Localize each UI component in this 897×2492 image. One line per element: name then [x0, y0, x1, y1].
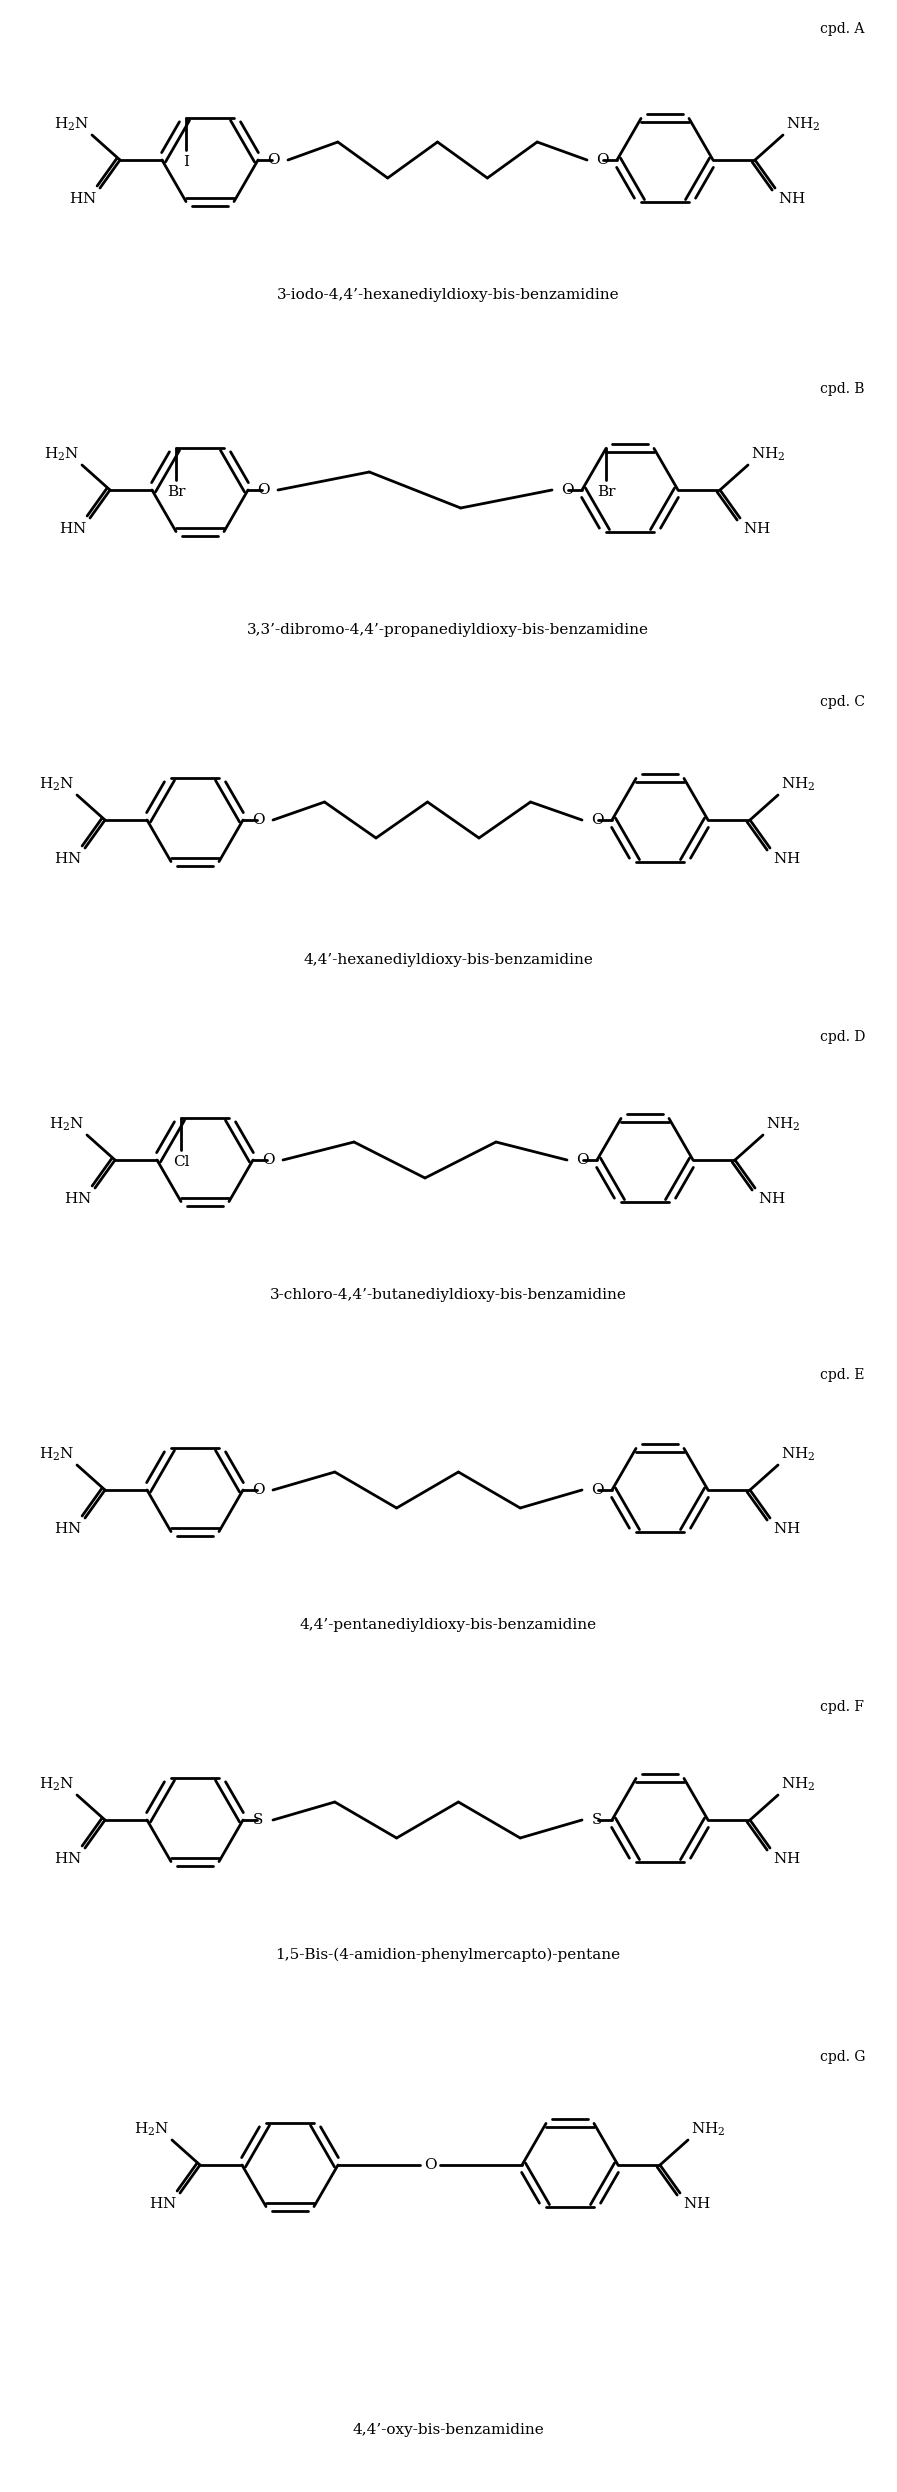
- Text: cpd. C: cpd. C: [820, 695, 865, 710]
- Text: 1,5-Bis-(4-amidion-phenylmercapto)-pentane: 1,5-Bis-(4-amidion-phenylmercapto)-penta…: [275, 1949, 621, 1961]
- Text: O: O: [596, 152, 608, 167]
- Text: $\mathregular{HN}$: $\mathregular{HN}$: [69, 192, 97, 207]
- Text: $\mathregular{H_2N}$: $\mathregular{H_2N}$: [39, 775, 74, 792]
- Text: 4,4’-pentanediyldioxy-bis-benzamidine: 4,4’-pentanediyldioxy-bis-benzamidine: [300, 1617, 597, 1632]
- Text: $\mathregular{NH}$: $\mathregular{NH}$: [773, 1520, 801, 1535]
- Text: $\mathregular{NH_2}$: $\mathregular{NH_2}$: [691, 2121, 726, 2138]
- Text: $\mathregular{H_2N}$: $\mathregular{H_2N}$: [39, 1445, 74, 1463]
- Text: I: I: [183, 155, 189, 169]
- Text: cpd. G: cpd. G: [820, 2051, 866, 2063]
- Text: $\mathregular{HN}$: $\mathregular{HN}$: [54, 1852, 82, 1867]
- Text: 4,4’-hexanediyldioxy-bis-benzamidine: 4,4’-hexanediyldioxy-bis-benzamidine: [303, 952, 593, 967]
- Text: $\mathregular{NH_2}$: $\mathregular{NH_2}$: [781, 775, 815, 792]
- Text: O: O: [252, 1483, 265, 1498]
- Text: O: O: [423, 2158, 436, 2173]
- Text: 3-chloro-4,4’-butanediyldioxy-bis-benzamidine: 3-chloro-4,4’-butanediyldioxy-bis-benzam…: [270, 1288, 626, 1301]
- Text: $\mathregular{HN}$: $\mathregular{HN}$: [54, 850, 82, 867]
- Text: $\mathregular{NH}$: $\mathregular{NH}$: [683, 2195, 710, 2210]
- Text: $\mathregular{NH_2}$: $\mathregular{NH_2}$: [766, 1116, 800, 1134]
- Text: cpd. E: cpd. E: [820, 1368, 865, 1383]
- Text: Br: Br: [597, 486, 615, 498]
- Text: $\mathregular{H_2N}$: $\mathregular{H_2N}$: [48, 1116, 84, 1134]
- Text: Cl: Cl: [173, 1156, 189, 1169]
- Text: O: O: [561, 483, 573, 496]
- Text: 4,4’-oxy-bis-benzamidine: 4,4’-oxy-bis-benzamidine: [353, 2422, 544, 2437]
- Text: $\mathregular{NH}$: $\mathregular{NH}$: [758, 1191, 786, 1206]
- Text: 3,3’-dibromo-4,4’-propanediyldioxy-bis-benzamidine: 3,3’-dibromo-4,4’-propanediyldioxy-bis-b…: [247, 623, 649, 638]
- Text: O: O: [257, 483, 269, 496]
- Text: O: O: [262, 1154, 274, 1166]
- Text: $\mathregular{HN}$: $\mathregular{HN}$: [149, 2195, 177, 2210]
- Text: $\mathregular{HN}$: $\mathregular{HN}$: [64, 1191, 92, 1206]
- Text: $\mathregular{NH_2}$: $\mathregular{NH_2}$: [751, 446, 786, 464]
- Text: $\mathregular{HN}$: $\mathregular{HN}$: [54, 1520, 82, 1535]
- Text: O: O: [266, 152, 279, 167]
- Text: $\mathregular{H_2N}$: $\mathregular{H_2N}$: [44, 446, 79, 464]
- Text: $\mathregular{NH}$: $\mathregular{NH}$: [773, 1852, 801, 1867]
- Text: O: O: [591, 812, 604, 827]
- Text: 3-iodo-4,4’-hexanediyldioxy-bis-benzamidine: 3-iodo-4,4’-hexanediyldioxy-bis-benzamid…: [276, 289, 619, 302]
- Text: $\mathregular{NH}$: $\mathregular{NH}$: [778, 192, 806, 207]
- Text: $\mathregular{NH}$: $\mathregular{NH}$: [773, 850, 801, 867]
- Text: O: O: [252, 812, 265, 827]
- Text: cpd. F: cpd. F: [820, 1700, 864, 1714]
- Text: S: S: [592, 1814, 602, 1827]
- Text: $\mathregular{NH_2}$: $\mathregular{NH_2}$: [781, 1445, 815, 1463]
- Text: O: O: [576, 1154, 588, 1166]
- Text: $\mathregular{NH_2}$: $\mathregular{NH_2}$: [786, 115, 821, 132]
- Text: $\mathregular{NH_2}$: $\mathregular{NH_2}$: [781, 1777, 815, 1794]
- Text: S: S: [253, 1814, 263, 1827]
- Text: $\mathregular{HN}$: $\mathregular{HN}$: [59, 521, 87, 536]
- Text: $\mathregular{H_2N}$: $\mathregular{H_2N}$: [39, 1777, 74, 1794]
- Text: $\mathregular{H_2N}$: $\mathregular{H_2N}$: [54, 115, 89, 132]
- Text: Br: Br: [167, 486, 186, 498]
- Text: $\mathregular{NH}$: $\mathregular{NH}$: [743, 521, 771, 536]
- Text: cpd. B: cpd. B: [820, 381, 865, 396]
- Text: cpd. A: cpd. A: [820, 22, 865, 35]
- Text: O: O: [591, 1483, 604, 1498]
- Text: $\mathregular{H_2N}$: $\mathregular{H_2N}$: [134, 2121, 169, 2138]
- Text: cpd. D: cpd. D: [820, 1029, 866, 1044]
